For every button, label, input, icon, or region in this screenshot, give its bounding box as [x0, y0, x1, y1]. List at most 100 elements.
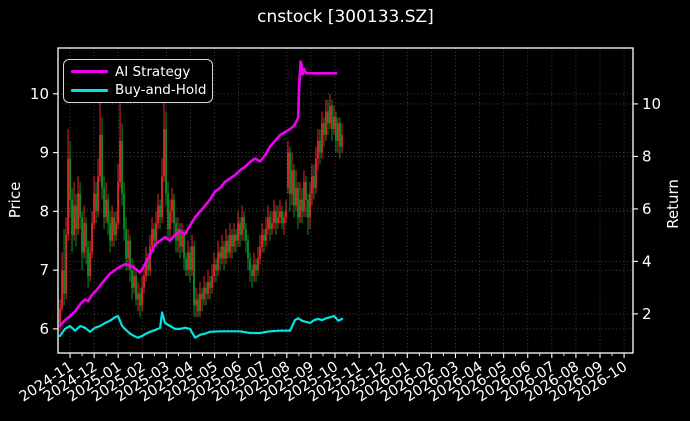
candle-body — [111, 217, 113, 241]
candle-body — [237, 223, 239, 241]
candle-body — [157, 205, 159, 224]
candle-body — [133, 276, 135, 288]
candle-body — [319, 140, 321, 153]
candle-body — [225, 240, 227, 259]
candle-body — [187, 252, 189, 271]
candle-body — [271, 223, 273, 230]
candle-body — [253, 264, 255, 277]
candle-body — [309, 193, 311, 218]
candle-body — [291, 170, 293, 194]
ai-strategy-line — [58, 60, 338, 328]
candle-body — [189, 252, 191, 271]
candle-body — [125, 229, 127, 259]
candle-body — [293, 170, 295, 206]
candle-body — [151, 229, 153, 247]
candle-body — [147, 258, 149, 271]
candle-body — [301, 199, 303, 212]
candle-body — [321, 123, 323, 153]
candle-body — [265, 229, 267, 241]
buy-and-hold-line-swatch — [71, 88, 108, 93]
candle-body — [119, 140, 121, 182]
left-tick-label: 9 — [39, 144, 49, 162]
candle-body — [267, 217, 269, 230]
candle-body — [331, 105, 333, 130]
candle-body — [121, 140, 123, 194]
candle-body — [317, 140, 319, 159]
candle-body — [195, 299, 197, 306]
candle-body — [235, 234, 237, 241]
candle-body — [199, 293, 201, 312]
candle-body — [243, 217, 245, 230]
candle-body — [239, 223, 241, 235]
axes-spines — [57, 47, 634, 354]
candle-body — [233, 234, 235, 247]
left-tick-label: 8 — [39, 202, 49, 220]
candle-body — [85, 223, 87, 247]
right-tick-label: 6 — [642, 200, 652, 218]
candle-body — [129, 240, 131, 271]
candle-body — [99, 134, 101, 177]
candle-body — [75, 205, 77, 230]
candle-body — [203, 287, 205, 300]
candle-body — [295, 187, 297, 206]
legend-label: Buy-and-Hold — [115, 82, 207, 99]
candle-body — [127, 240, 129, 259]
candle-body — [63, 270, 65, 294]
candle-body — [155, 223, 157, 241]
candle-body — [193, 246, 195, 306]
candle-body — [145, 258, 147, 277]
chart-title: cnstock [300133.SZ] — [257, 7, 434, 27]
candle-body — [153, 229, 155, 241]
legend: AI Strategy Buy-and-Hold — [63, 59, 213, 103]
candle-body — [159, 205, 161, 218]
candle-body — [77, 193, 79, 230]
candle-body — [273, 211, 275, 224]
candle-body — [143, 276, 145, 288]
y-axis-label-price: Price — [6, 181, 24, 219]
candle-body — [83, 223, 85, 253]
candle-body — [251, 270, 253, 277]
candle-body — [89, 252, 91, 277]
candle-body — [255, 264, 257, 271]
candle-body — [113, 217, 115, 235]
candle-body — [169, 211, 171, 230]
candle-body — [277, 217, 279, 224]
candle-body — [185, 258, 187, 271]
candle-body — [191, 246, 193, 271]
candle-body — [97, 176, 99, 212]
candle-body — [217, 252, 219, 271]
candle-body — [223, 246, 225, 259]
candle-body — [241, 217, 243, 235]
candle-body — [175, 223, 177, 241]
candle-body — [131, 270, 133, 288]
candle-body — [139, 293, 141, 306]
candle-body — [73, 205, 75, 235]
candle-body — [105, 199, 107, 218]
candle-body — [197, 299, 199, 312]
candle-body — [161, 176, 163, 218]
candle-body — [183, 234, 185, 259]
candle-body — [231, 234, 233, 247]
candle-body — [215, 264, 217, 271]
candle-body — [137, 293, 139, 300]
candle-body — [327, 111, 329, 124]
candle-body — [211, 276, 213, 288]
candle-body — [219, 252, 221, 259]
candle-body — [339, 123, 341, 147]
candle-body — [205, 287, 207, 294]
candle-body — [93, 193, 95, 224]
candle-body — [323, 123, 325, 135]
candle-body — [333, 117, 335, 130]
candle-body — [67, 158, 69, 235]
candle-body — [269, 217, 271, 230]
candle-body — [257, 258, 259, 271]
candle-body — [279, 211, 281, 218]
candle-body — [305, 181, 307, 200]
candle-body — [287, 152, 289, 188]
candle-body — [69, 158, 71, 200]
candle-body — [177, 229, 179, 241]
candle-body — [289, 152, 291, 194]
candle-body — [201, 293, 203, 300]
candle-body — [171, 199, 173, 212]
